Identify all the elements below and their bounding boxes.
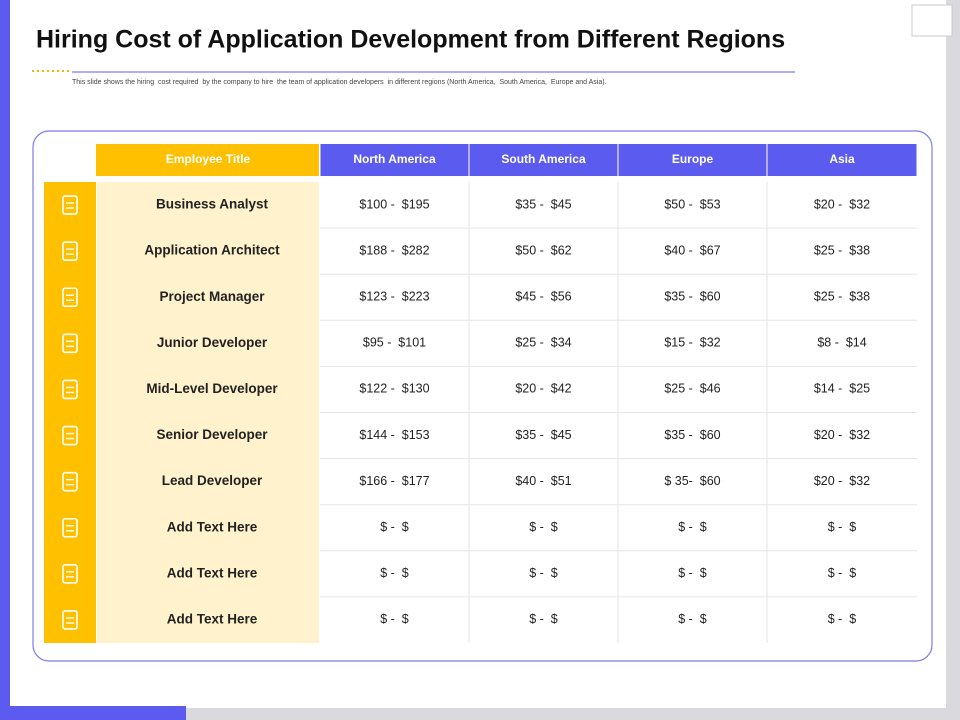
employee-title: Lead Developer [162, 473, 263, 488]
cost-cell: $45 - $56 [515, 290, 571, 304]
employee-title: Application Architect [144, 243, 280, 258]
cost-cell: $166 - $177 [359, 474, 429, 488]
row-icon [62, 425, 78, 446]
cost-cell: $15 - $32 [664, 336, 720, 350]
row-icon [62, 610, 78, 630]
header-cell [469, 144, 618, 176]
column-header: Employee Title [166, 152, 251, 166]
cost-cell: $ - $ [380, 612, 409, 626]
cost-cell: $ - $ [678, 566, 707, 580]
row-icon [62, 241, 78, 261]
row-icon [62, 517, 78, 538]
cost-cell: $ - $ [529, 566, 558, 580]
cost-cell: $123 - $223 [359, 290, 429, 304]
bottom-border [186, 708, 946, 720]
row-icon [62, 287, 78, 308]
cost-cell: $20 - $32 [814, 428, 870, 442]
header-cell [618, 144, 767, 176]
cost-cell: $ - $ [678, 612, 707, 626]
cost-cell: $50 - $53 [664, 197, 720, 211]
cost-cell: $35 - $60 [664, 428, 720, 442]
header-cell [96, 144, 319, 176]
cost-cell: $50 - $62 [515, 243, 571, 257]
employee-title: Add Text Here [167, 519, 258, 534]
cost-cell: $25 - $38 [814, 290, 870, 304]
table: Employee Title North America South America… [44, 144, 917, 643]
title-column [97, 182, 319, 643]
cost-cell: $ - $ [828, 520, 857, 534]
cost-cell: $122 - $130 [359, 382, 429, 396]
column-header: North America [353, 152, 436, 166]
column-header: Europe [672, 152, 714, 166]
cost-cell: $ - $ [828, 612, 857, 626]
row-icon [62, 195, 78, 215]
row-icon [62, 379, 78, 400]
cost-cell: $ - $ [529, 520, 558, 534]
icon-column [44, 182, 96, 643]
cost-cell: $40 - $51 [515, 474, 571, 488]
cost-cell: $ - $ [380, 520, 409, 534]
cost-cell: $ 35- $60 [664, 474, 720, 488]
cost-cell: $100 - $195 [359, 197, 429, 211]
bottom-accent [0, 706, 186, 720]
cost-cell: $ - $ [828, 566, 857, 580]
employee-title: Business Analyst [156, 197, 269, 212]
employee-title: Junior Developer [157, 335, 268, 350]
row-icon [62, 333, 78, 354]
right-border [946, 0, 960, 720]
cost-cell: $14 - $25 [814, 382, 870, 396]
cost-cell: $25 - $38 [814, 243, 870, 257]
cost-cell: $20 - $42 [515, 382, 571, 396]
row-icon [62, 471, 78, 492]
employee-title: Mid-Level Developer [146, 381, 278, 396]
header-cell [320, 144, 469, 176]
employee-title: Add Text Here [167, 612, 258, 627]
cost-cell: $ - $ [529, 612, 558, 626]
column-header: South America [501, 152, 586, 166]
cost-cell: $20 - $32 [814, 474, 870, 488]
row-icon [62, 564, 78, 584]
left-accent [0, 0, 10, 720]
column-header: Asia [829, 152, 855, 166]
cost-cell: $144 - $153 [359, 428, 429, 442]
cost-cell: $20 - $32 [814, 197, 870, 211]
cost-cell: $25 - $34 [515, 336, 571, 350]
title: Hiring Cost of Application Development f… [36, 26, 785, 54]
cost-cell: $25 - $46 [664, 382, 720, 396]
cost-cell: $ - $ [678, 520, 707, 534]
header-cell [767, 144, 917, 176]
cost-cell: $35 - $45 [515, 428, 571, 442]
cost-cell: $8 - $14 [817, 336, 866, 350]
employee-title: Senior Developer [156, 427, 268, 442]
subtitle: This slide shows the hiring cost require… [72, 79, 607, 86]
cost-cell: $35 - $60 [664, 290, 720, 304]
corner-box [911, 4, 953, 37]
cost-cell: $188 - $282 [359, 243, 429, 257]
employee-title: Project Manager [159, 289, 265, 304]
cost-cell: $35 - $45 [515, 197, 571, 211]
cost-cell: $40 - $67 [664, 243, 720, 257]
employee-title: Add Text Here [167, 565, 258, 580]
cost-cell: $ - $ [380, 566, 409, 580]
cost-cell: $95 - $101 [363, 336, 426, 350]
